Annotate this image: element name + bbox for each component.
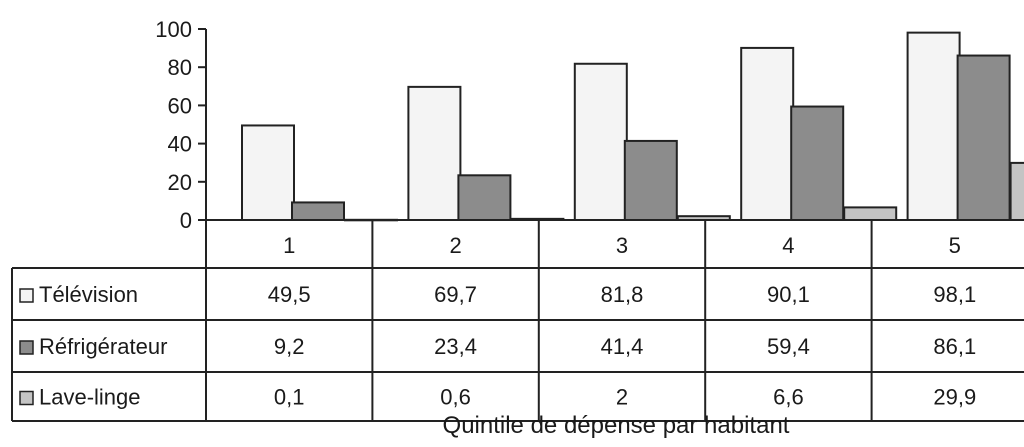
category-label: 2 bbox=[449, 233, 461, 258]
bars-layer bbox=[241, 31, 1024, 222]
y-tick-label: 100 bbox=[155, 17, 192, 42]
category-label: 1 bbox=[283, 233, 295, 258]
bar-t-l-vision-1 bbox=[241, 124, 295, 221]
y-axis: 0 20 40 60 80 100 bbox=[155, 17, 207, 233]
data-label: 86,1 bbox=[933, 334, 976, 359]
data-label: 23,4 bbox=[434, 334, 477, 359]
data-label: 81,8 bbox=[601, 282, 644, 307]
y-tick-label: 20 bbox=[168, 170, 192, 195]
series-name: Réfrigérateur bbox=[39, 334, 167, 359]
legend-swatch bbox=[19, 390, 34, 406]
series-name: Télévision bbox=[39, 282, 138, 307]
data-label: 90,1 bbox=[767, 282, 810, 307]
bar-t-l-vision-4 bbox=[740, 46, 795, 222]
data-label: 98,1 bbox=[933, 282, 976, 307]
data-label: 0,1 bbox=[274, 385, 305, 410]
x-axis-title: Quintile de dépense par habitant bbox=[443, 412, 790, 439]
legend-swatch bbox=[19, 288, 34, 303]
bar-r-frig-rateur-1 bbox=[291, 201, 345, 221]
data-label: 29,9 bbox=[933, 385, 976, 410]
data-label: 9,2 bbox=[274, 334, 305, 359]
data-label: 59,4 bbox=[767, 334, 810, 359]
category-label: 4 bbox=[782, 233, 794, 258]
bar-r-frig-rateur-4 bbox=[790, 105, 845, 221]
bar-r-frig-rateur-5 bbox=[956, 54, 1011, 222]
bar-lave-linge-5 bbox=[1009, 161, 1024, 222]
data-label: 2 bbox=[616, 385, 628, 410]
data-label: 69,7 bbox=[434, 282, 477, 307]
data-table: 1 2 3 4 5 Télévision 49,5 69,7 81,8 90,1 98,1 Réfri… bbox=[11, 219, 1024, 422]
bar-r-frig-rateur-2 bbox=[457, 174, 512, 221]
data-label: 6,6 bbox=[773, 385, 804, 410]
bar-t-l-vision-3 bbox=[573, 62, 628, 222]
bar-lave-linge-4 bbox=[843, 206, 898, 221]
category-label: 5 bbox=[949, 233, 961, 258]
series-name: Lave-linge bbox=[39, 385, 141, 410]
data-label: 41,4 bbox=[601, 334, 644, 359]
data-label: 0,6 bbox=[440, 385, 471, 410]
data-label: 49,5 bbox=[268, 282, 311, 307]
y-tick-label: 60 bbox=[168, 93, 192, 118]
category-label: 3 bbox=[616, 233, 628, 258]
y-tick-label: 0 bbox=[180, 208, 192, 233]
legend-swatch bbox=[19, 340, 34, 355]
bar-r-frig-rateur-3 bbox=[623, 139, 678, 221]
bar-t-l-vision-5 bbox=[906, 31, 961, 222]
y-tick-label: 40 bbox=[168, 132, 192, 157]
bar-t-l-vision-2 bbox=[407, 85, 462, 221]
y-tick-label: 80 bbox=[168, 55, 192, 80]
